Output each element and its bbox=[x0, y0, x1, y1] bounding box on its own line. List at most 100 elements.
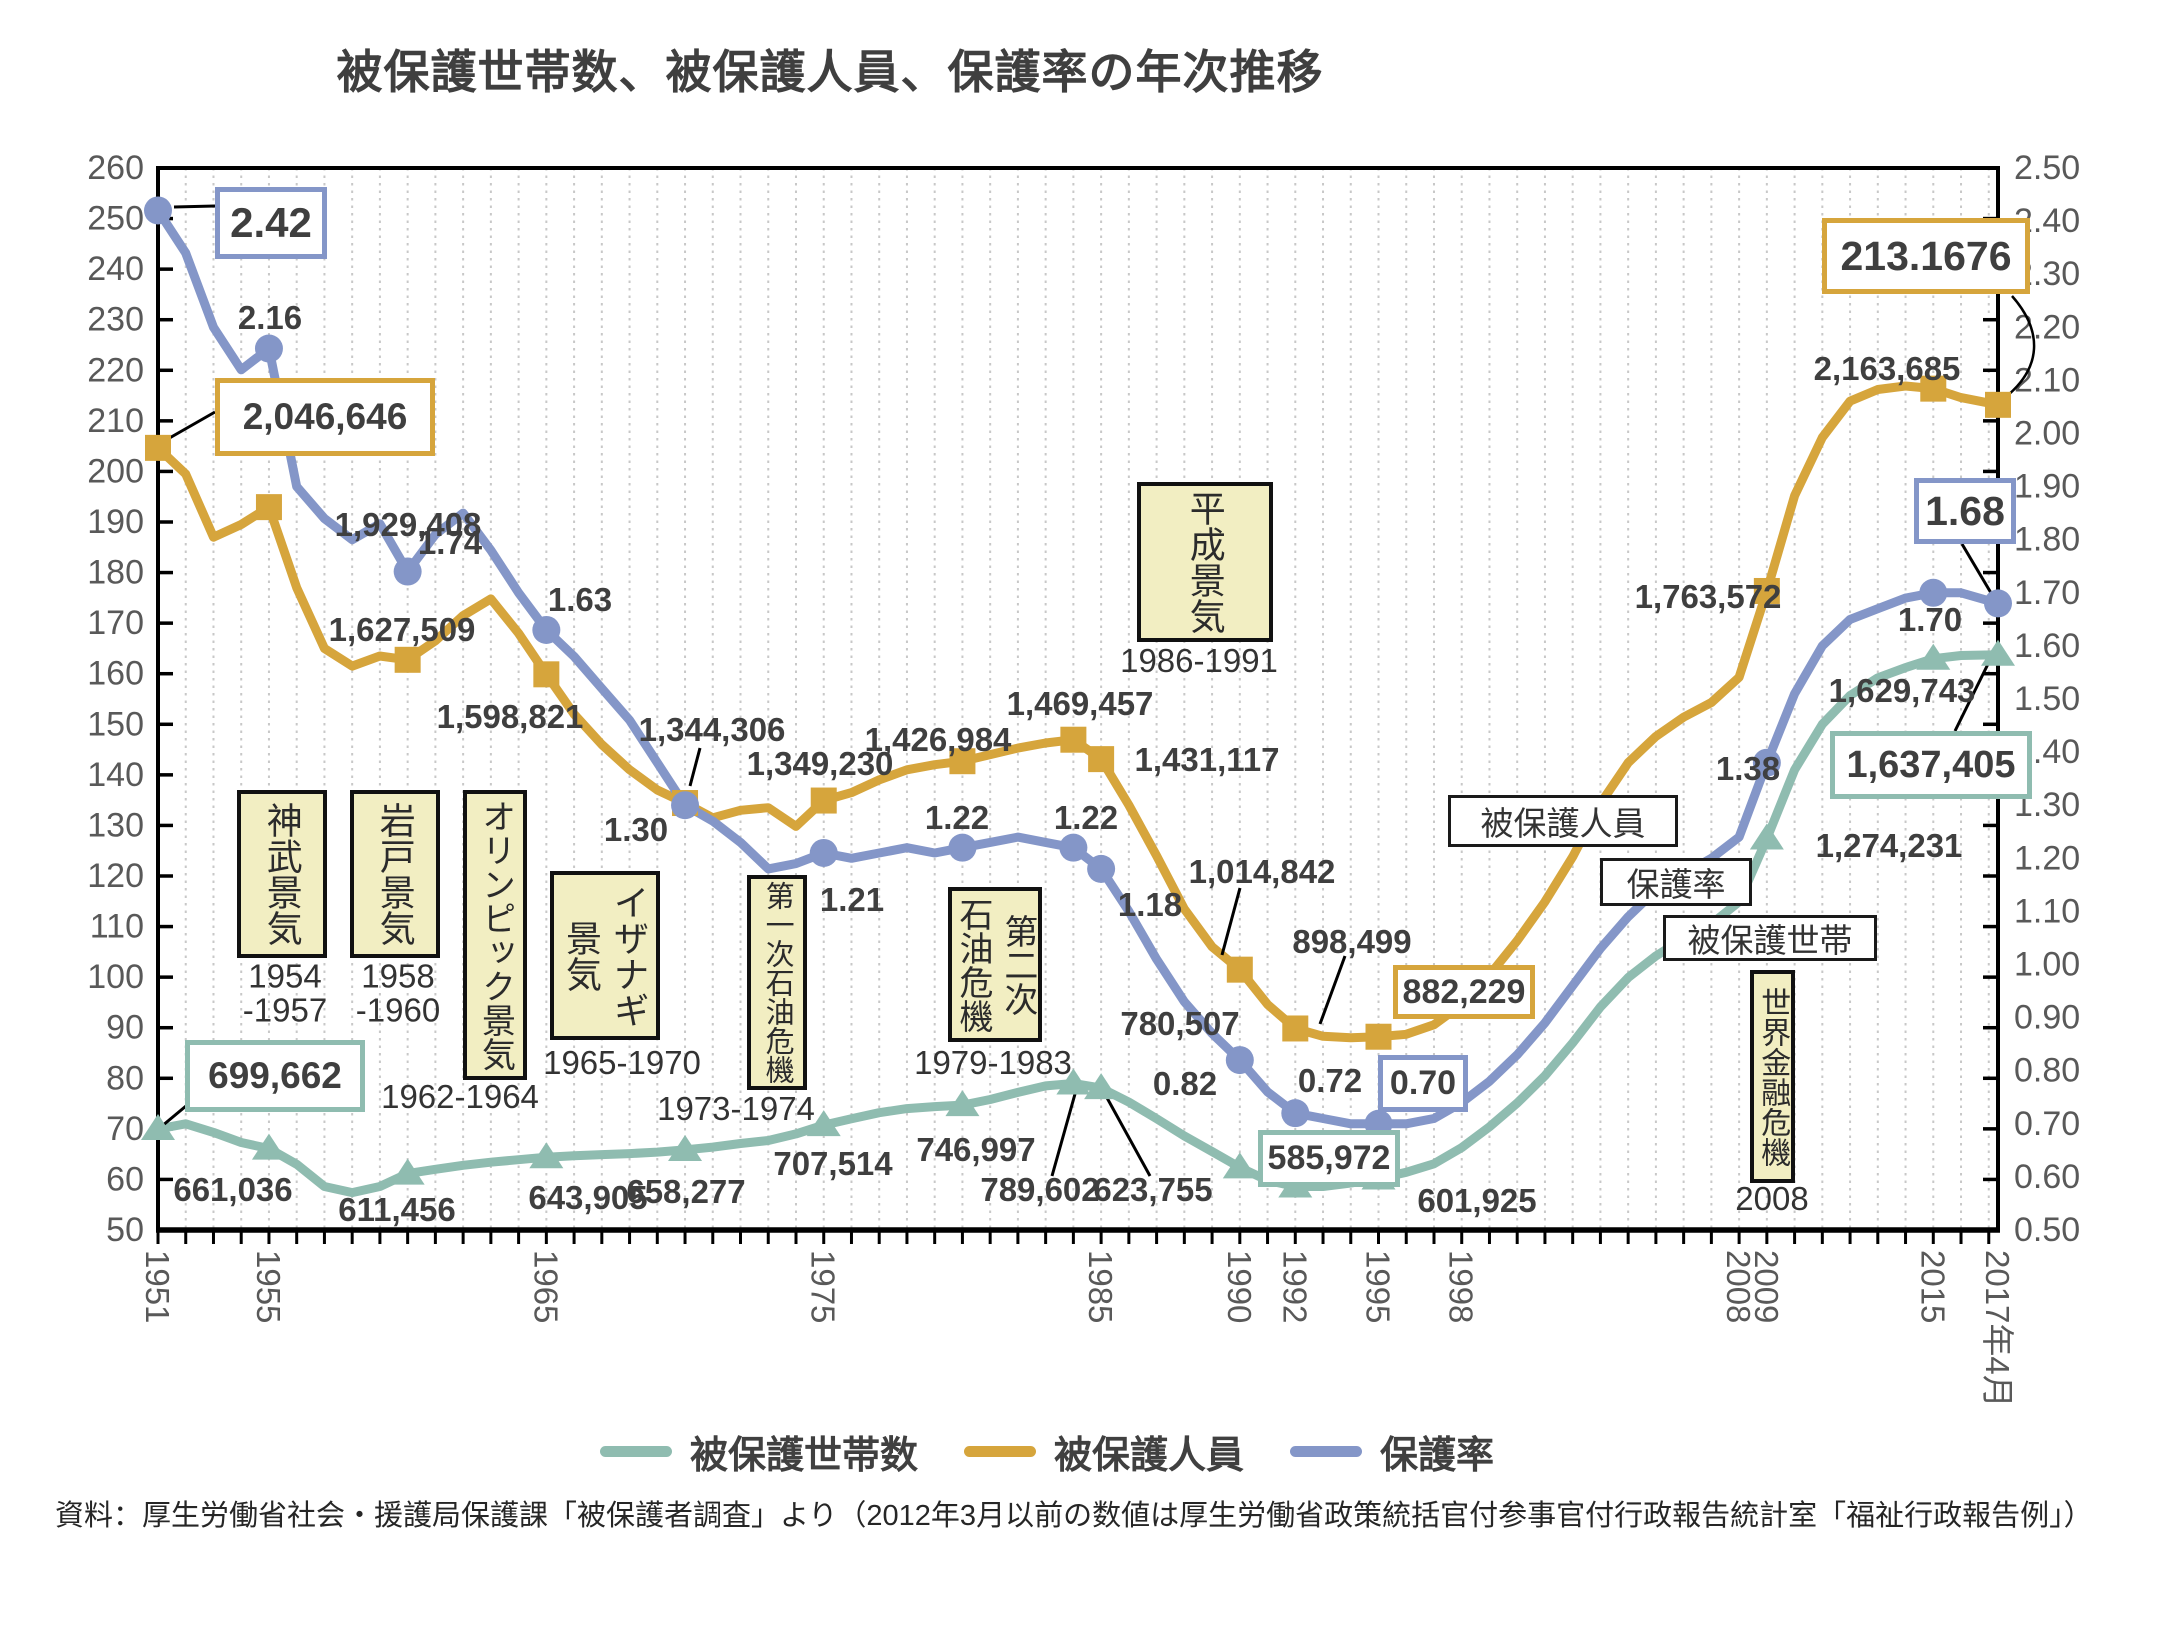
event-dates: 1958 -1960 bbox=[355, 957, 441, 1029]
event-dates: 1965-1970 bbox=[543, 1043, 701, 1081]
point-label: 1,344,306 bbox=[638, 711, 786, 748]
right-axis-label: 0.80 bbox=[2014, 1052, 2080, 1090]
event-dates: 1986-1991 bbox=[1120, 641, 1278, 679]
marker-rate-1960 bbox=[393, 557, 422, 586]
left-axis-label: 200 bbox=[87, 452, 144, 490]
series-tag-box: 保護率 bbox=[1600, 858, 1752, 906]
x-axis-label: 2009 bbox=[1748, 1250, 1785, 1323]
point-label: 1,598,821 bbox=[436, 698, 584, 735]
point-label: 661,036 bbox=[173, 1171, 293, 1208]
callout-box: 213.1676 bbox=[1822, 218, 2030, 294]
marker-households-2015 bbox=[1916, 643, 1951, 670]
point-label: 0.72 bbox=[1297, 1062, 1363, 1099]
legend-item-households: 被保護世帯数 bbox=[600, 1424, 918, 1479]
marker-households-1984 bbox=[1056, 1068, 1091, 1095]
event-dates: 2008 bbox=[1735, 1179, 1809, 1217]
event-box: 第一次石油危機 bbox=[747, 875, 807, 1090]
left-axis-label: 150 bbox=[87, 705, 144, 743]
callout-box: 882,229 bbox=[1393, 965, 1535, 1019]
label-leader bbox=[1220, 887, 1242, 956]
point-label: 789,602 bbox=[980, 1171, 1100, 1208]
right-axis-label: 1.00 bbox=[2014, 946, 2080, 984]
source-note: 資料：厚生労働省社会・援護局保護課「被保護者調査」より（2012年3月以前の数値… bbox=[55, 1500, 2093, 1532]
point-label: 0.82 bbox=[1152, 1065, 1218, 1102]
point-label: 1.22 bbox=[1053, 799, 1119, 836]
legend-label: 被保護世帯数 bbox=[690, 1435, 919, 1477]
left-axis-label: 80 bbox=[106, 1059, 144, 1097]
event-box: 第二次 石油危機 bbox=[948, 887, 1042, 1042]
point-label: 643,905 bbox=[528, 1179, 648, 1216]
right-axis-label: 2.10 bbox=[2014, 361, 2080, 399]
left-axis-label: 170 bbox=[87, 604, 144, 642]
point-label: 1.38 bbox=[1715, 750, 1781, 787]
callout-box: 0.70 bbox=[1378, 1055, 1468, 1112]
point-label: 1,014,842 bbox=[1188, 853, 1336, 890]
marker-persons-1955 bbox=[255, 494, 282, 521]
point-label: 1,426,984 bbox=[864, 721, 1012, 758]
marker-rate-1992 bbox=[1281, 1099, 1310, 1128]
marker-rate-1980 bbox=[948, 833, 977, 862]
marker-persons-1985 bbox=[1088, 746, 1115, 773]
point-label: 1.30 bbox=[603, 811, 669, 848]
left-axis-label: 50 bbox=[106, 1211, 144, 1249]
event-box: 平成景気 bbox=[1137, 482, 1273, 642]
marker-rate-1984 bbox=[1059, 833, 1088, 862]
left-axis-label: 210 bbox=[87, 402, 144, 440]
callout-box: 585,972 bbox=[1258, 1130, 1400, 1187]
series-tag-box: 被保護世帯 bbox=[1663, 915, 1877, 961]
point-label: 601,925 bbox=[1417, 1182, 1537, 1219]
legend-item-rate: 保護率 bbox=[1290, 1424, 1494, 1479]
marker-households-1955 bbox=[251, 1133, 286, 1160]
point-label: 746,997 bbox=[916, 1131, 1036, 1168]
right-axis-label: 0.90 bbox=[2014, 999, 2080, 1037]
marker-households-2009 bbox=[1749, 823, 1784, 850]
x-axis-label: 1965 bbox=[527, 1250, 564, 1323]
rate-series-swatch bbox=[1290, 1446, 1363, 1457]
point-label: 1.63 bbox=[547, 581, 613, 618]
point-label: 1,349,230 bbox=[746, 745, 894, 782]
right-axis-label: 1.10 bbox=[2014, 892, 2080, 930]
left-axis-label: 250 bbox=[87, 200, 144, 238]
point-label: 611,456 bbox=[338, 1191, 456, 1228]
callout-box: 1,637,405 bbox=[1830, 731, 2032, 799]
marker-rate-1990 bbox=[1225, 1046, 1254, 1075]
event-dates: 1973-1974 bbox=[657, 1089, 815, 1127]
point-label: 707,514 bbox=[773, 1145, 893, 1182]
callout-leader-curve bbox=[2001, 295, 2036, 401]
left-axis-label: 190 bbox=[87, 503, 144, 541]
marker-households-1990 bbox=[1222, 1152, 1257, 1179]
marker-rate-1985 bbox=[1087, 854, 1116, 883]
point-label: 658,277 bbox=[626, 1173, 746, 1210]
marker-households-1965 bbox=[529, 1142, 564, 1169]
left-axis-label: 230 bbox=[87, 301, 144, 339]
legend-label: 保護率 bbox=[1380, 1435, 1495, 1477]
point-label: 623,755 bbox=[1093, 1171, 1213, 1208]
right-axis-label: 2.50 bbox=[2014, 149, 2080, 187]
marker-rate-1965 bbox=[532, 615, 561, 644]
left-axis-label: 120 bbox=[87, 857, 144, 895]
left-axis-label: 100 bbox=[87, 958, 144, 996]
left-axis-label: 60 bbox=[106, 1160, 144, 1198]
label-leader bbox=[1050, 1093, 1077, 1177]
marker-households-1980 bbox=[945, 1090, 980, 1117]
point-label: 1,469,457 bbox=[1006, 685, 1154, 722]
left-axis-label: 90 bbox=[106, 1009, 144, 1047]
right-axis-label: 2.00 bbox=[2014, 415, 2080, 453]
point-label: 1,763,572 bbox=[1634, 578, 1782, 615]
marker-rate-2009 bbox=[1752, 748, 1781, 777]
marker-persons-1960 bbox=[394, 646, 421, 673]
right-axis-label: 1.80 bbox=[2014, 521, 2080, 559]
x-axis-label: 1990 bbox=[1221, 1250, 1258, 1323]
left-axis-label: 110 bbox=[90, 908, 144, 946]
marker-rate-2015 bbox=[1919, 578, 1948, 607]
callout-box: 2.42 bbox=[215, 187, 327, 259]
marker-rate-1975 bbox=[809, 838, 838, 867]
marker-persons-1980 bbox=[949, 748, 976, 775]
point-label: 1,274,231 bbox=[1815, 827, 1963, 864]
persons-series-swatch bbox=[964, 1446, 1037, 1457]
marker-rate-1970 bbox=[671, 791, 700, 820]
marker-households-1985 bbox=[1084, 1073, 1119, 1100]
callout-leader bbox=[173, 204, 216, 209]
point-label: 2.16 bbox=[237, 299, 303, 336]
x-axis-label: 2015 bbox=[1914, 1250, 1951, 1323]
